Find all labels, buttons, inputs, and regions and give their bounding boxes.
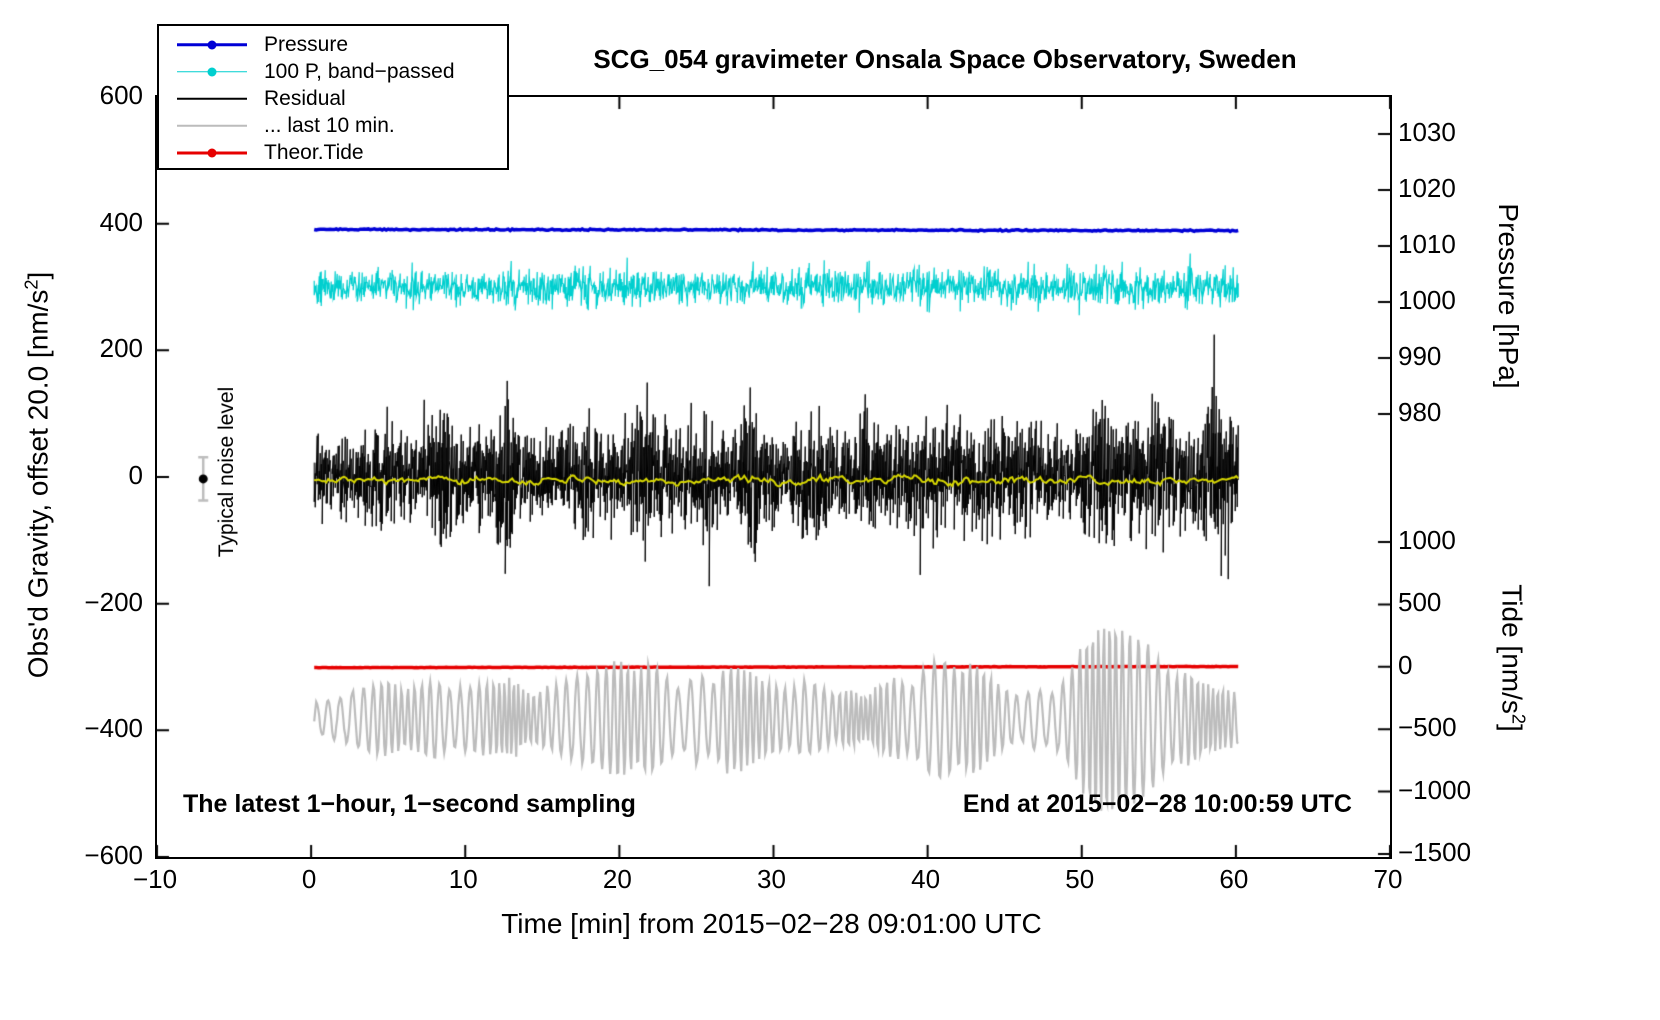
pressure-tick-label: 1020 (1398, 173, 1456, 203)
gravity-tick-label: −200 (84, 586, 143, 617)
gravity-tick-label: 0 (128, 460, 143, 490)
plot-area (155, 95, 1392, 859)
gravity-tick-label: 600 (99, 80, 143, 110)
pressure-tick-label: 1010 (1398, 229, 1456, 259)
gravity-tick-label: −600 (84, 840, 143, 870)
chart-canvas (157, 97, 1390, 857)
gravity-tick-label: 400 (99, 206, 143, 237)
pressure-tick-label: 1030 (1398, 117, 1456, 147)
legend-dot-icon (207, 40, 217, 49)
x-tick-label: 0 (301, 864, 317, 894)
legend-line-sample (177, 93, 247, 105)
legend: Pressure 100 P, band−passed Residual ... la… (157, 24, 509, 170)
legend-line-sample (177, 147, 247, 159)
pressure-tick-label: 980 (1398, 397, 1442, 427)
legend-item: Residual (159, 85, 507, 112)
legend-dot-icon (207, 67, 217, 76)
legend-line-icon (177, 124, 247, 127)
tide-tick-label: −500 (1398, 712, 1457, 743)
gravity-tick-label: −400 (84, 713, 143, 744)
noise-level-annotation: Typical noise level (215, 386, 238, 558)
gravity-axis-label-close: ] (22, 271, 54, 280)
legend-item-label: Residual (264, 86, 346, 110)
legend-item-label: Theor.Tide (264, 140, 364, 164)
x-tick-label: 30 (757, 864, 786, 894)
gravity-axis-label-sup: 2 (21, 279, 42, 290)
legend-item-label: ... last 10 min. (264, 113, 395, 137)
x-axis-label: Time [min] from 2015−02−28 09:01:00 UTC (501, 908, 1042, 939)
legend-item-label: Pressure (264, 32, 349, 56)
tide-tick-label: 1000 (1398, 525, 1456, 555)
x-tick-label: −10 (132, 864, 178, 894)
legend-line-sample (177, 39, 247, 51)
pressure-tick-label: 1000 (1398, 285, 1456, 315)
tide-tick-label: 500 (1398, 587, 1442, 618)
tide-tick-label: 0 (1398, 649, 1413, 680)
legend-item: Theor.Tide (159, 139, 507, 166)
legend-line-sample (177, 120, 247, 132)
x-tick-label: 50 (1065, 864, 1095, 894)
legend-line-sample (177, 66, 247, 78)
sampling-note: The latest 1−hour, 1−second sampling (183, 790, 636, 818)
tide-axis-label-sup: 2 (1508, 713, 1529, 725)
x-tick-label: 10 (448, 864, 478, 894)
tide-tick-label: −1000 (1398, 774, 1472, 805)
legend-item: ... last 10 min. (159, 112, 507, 139)
legend-item: Pressure (159, 31, 507, 58)
end-time-note: End at 2015−02−28 10:00:59 UTC (962, 790, 1352, 818)
legend-item-label: 100 P, band−passed (264, 59, 455, 83)
legend-dot-icon (207, 148, 217, 157)
tide-tick-label: −1500 (1398, 837, 1472, 867)
x-tick-label: 20 (602, 864, 632, 894)
x-tick-label: 60 (1219, 864, 1249, 894)
chart-title: SCG_054 gravimeter Onsala Space Observat… (593, 44, 1297, 74)
gravity-tick-label: 200 (99, 333, 143, 364)
legend-item: 100 P, band−passed (159, 58, 507, 85)
pressure-tick-label: 990 (1398, 341, 1442, 371)
x-tick-label: 70 (1373, 864, 1403, 894)
x-tick-label: 40 (911, 864, 941, 894)
legend-line-icon (177, 97, 247, 100)
